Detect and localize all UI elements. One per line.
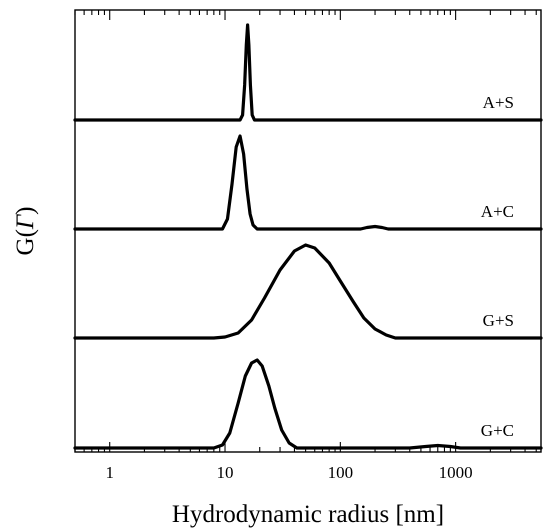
series-label: A+C [481, 202, 514, 221]
x-tick-label: 10 [217, 463, 234, 482]
y-axis-title-symbol: Γ [12, 213, 39, 230]
series-curve [73, 243, 543, 340]
series-label: A+S [483, 93, 514, 112]
series-label: G+S [483, 311, 514, 330]
x-tick-label: 1 [105, 463, 114, 482]
y-axis-title-prefix: G( [12, 229, 39, 255]
x-tick-label: 1000 [439, 463, 473, 482]
x-tick-label: 100 [328, 463, 354, 482]
y-axis-title-suffix: ) [12, 207, 39, 215]
minor-ticks [74, 10, 537, 452]
x-axis-title: Hydrodynamic radius [nm] [172, 501, 444, 528]
series-curve [73, 134, 543, 231]
series-curve [73, 358, 543, 450]
major-ticks [109, 10, 457, 452]
y-axis-title: G(Γ) [12, 207, 39, 256]
series-label: G+C [481, 421, 514, 440]
series-curves [73, 23, 543, 450]
series-curve [73, 23, 543, 122]
plot-frame [74, 9, 542, 453]
series-labels: A+S A+C G+S G+C [481, 93, 514, 440]
x-tick-labels: 1 10 100 1000 [105, 463, 472, 482]
